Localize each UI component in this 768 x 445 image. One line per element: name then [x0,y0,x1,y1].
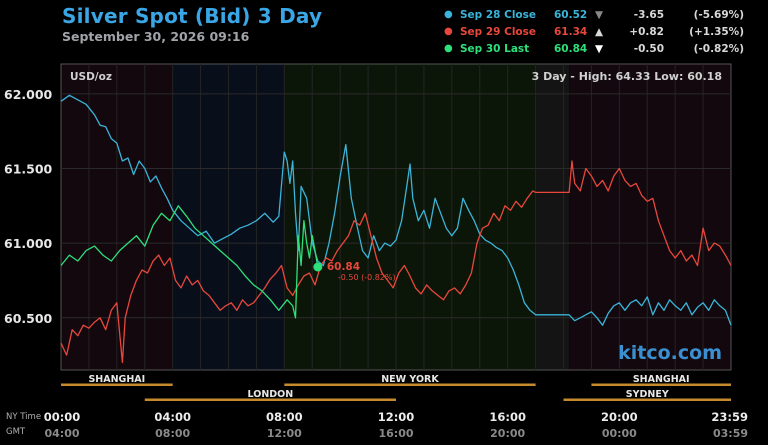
legend-dot-icon: ● [444,43,453,54]
range-label: 3 Day - High: 64.33 Low: 60.18 [532,70,722,83]
x-tick-gmt: 00:00 [602,427,637,440]
legend-dot-icon: ● [444,9,453,20]
x-tick-ny: 12:00 [378,410,415,424]
legend-pct: (-0.82%) [693,43,744,55]
session-bar [563,398,731,401]
legend-change: -3.65 [633,9,664,21]
session-label: SHANGHAI [633,374,690,385]
session-bar [144,398,396,401]
x-tick-gmt: 16:00 [378,427,413,440]
x-tick-ny: 08:00 [266,410,303,424]
legend-change: +0.82 [629,26,664,38]
session-label: LONDON [248,389,294,400]
legend: ● Sep 28 Close 60.52 ▼ -3.65 (-5.69%) ● Sep 29 … [444,9,744,60]
x-tick-gmt: 04:00 [44,427,79,440]
legend-arrow: ▲ [595,26,604,38]
gmt-axis-label: GMT [6,427,26,437]
x-tick-gmt: 03:59 [713,427,748,440]
legend-row: ● Sep 28 Close 60.52 ▼ -3.65 (-5.69%) [444,9,744,26]
last-point-label: 60.84 [327,261,360,273]
last-point-marker [313,262,323,272]
legend-pct: (-5.69%) [693,9,744,21]
legend-change: -0.50 [633,43,664,55]
y-tick-label: 60.500 [4,311,53,326]
legend-row: ● Sep 30 Last 60.84 ▼ -0.50 (-0.82%) [444,43,744,60]
x-tick-ny: 16:00 [489,410,526,424]
legend-arrow: ▼ [595,9,604,21]
series-line-3 [60,205,319,319]
legend-name: Sep 29 Close [460,26,537,38]
x-tick-ny: 04:00 [154,410,191,424]
x-tick-gmt: 12:00 [267,427,302,440]
legend-name: Sep 28 Close [460,9,537,21]
ny-time-axis-label: NY Time [6,412,41,422]
session-bar [591,383,731,386]
x-tick-ny: 20:00 [601,410,638,424]
session-background [284,64,536,370]
unit-label: USD/oz [70,71,112,83]
session-bar [284,383,536,386]
chart-title: Silver Spot (Bid) 3 Day [62,4,323,28]
legend-value: 60.52 [554,9,588,21]
session-background [569,64,731,370]
y-tick-label: 61.500 [4,161,53,176]
legend-dot-icon: ● [444,26,453,37]
session-label: SHANGHAI [88,374,145,385]
last-point-change-label: -0.50 (-0.82%) [338,273,396,282]
legend-arrow: ▼ [595,43,604,55]
x-tick-gmt: 20:00 [490,427,525,440]
kitco-watermark: kitco.com [618,342,722,364]
series-line-1 [60,94,732,326]
chart-timestamp: September 30, 2026 09:16 [62,29,250,44]
session-label: NEW YORK [381,374,439,385]
series-line-2 [60,160,732,364]
x-tick-ny: 23:59 [711,410,748,424]
legend-row: ● Sep 29 Close 61.34 ▲ +0.82 (+1.35%) [444,26,744,43]
x-tick-gmt: 08:00 [155,427,190,440]
legend-value: 60.84 [554,43,588,55]
x-tick-ny: 00:00 [44,410,81,424]
session-bar [61,383,173,386]
legend-name: Sep 30 Last [460,43,530,55]
session-background [535,64,570,370]
legend-value: 61.34 [554,26,588,38]
y-tick-label: 61.000 [4,236,53,251]
legend-pct: (+1.35%) [689,26,744,38]
session-label: SYDNEY [626,389,669,400]
y-tick-label: 62.000 [4,87,53,102]
